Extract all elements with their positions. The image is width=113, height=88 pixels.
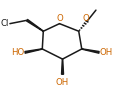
- Text: O: O: [56, 15, 62, 23]
- Text: OH: OH: [99, 48, 112, 57]
- Text: O: O: [82, 14, 88, 23]
- Polygon shape: [26, 20, 43, 31]
- Text: HO: HO: [11, 48, 24, 57]
- Polygon shape: [81, 49, 98, 53]
- Text: OH: OH: [55, 78, 69, 87]
- Text: Cl: Cl: [1, 19, 9, 28]
- Polygon shape: [25, 49, 42, 53]
- Polygon shape: [61, 59, 63, 74]
